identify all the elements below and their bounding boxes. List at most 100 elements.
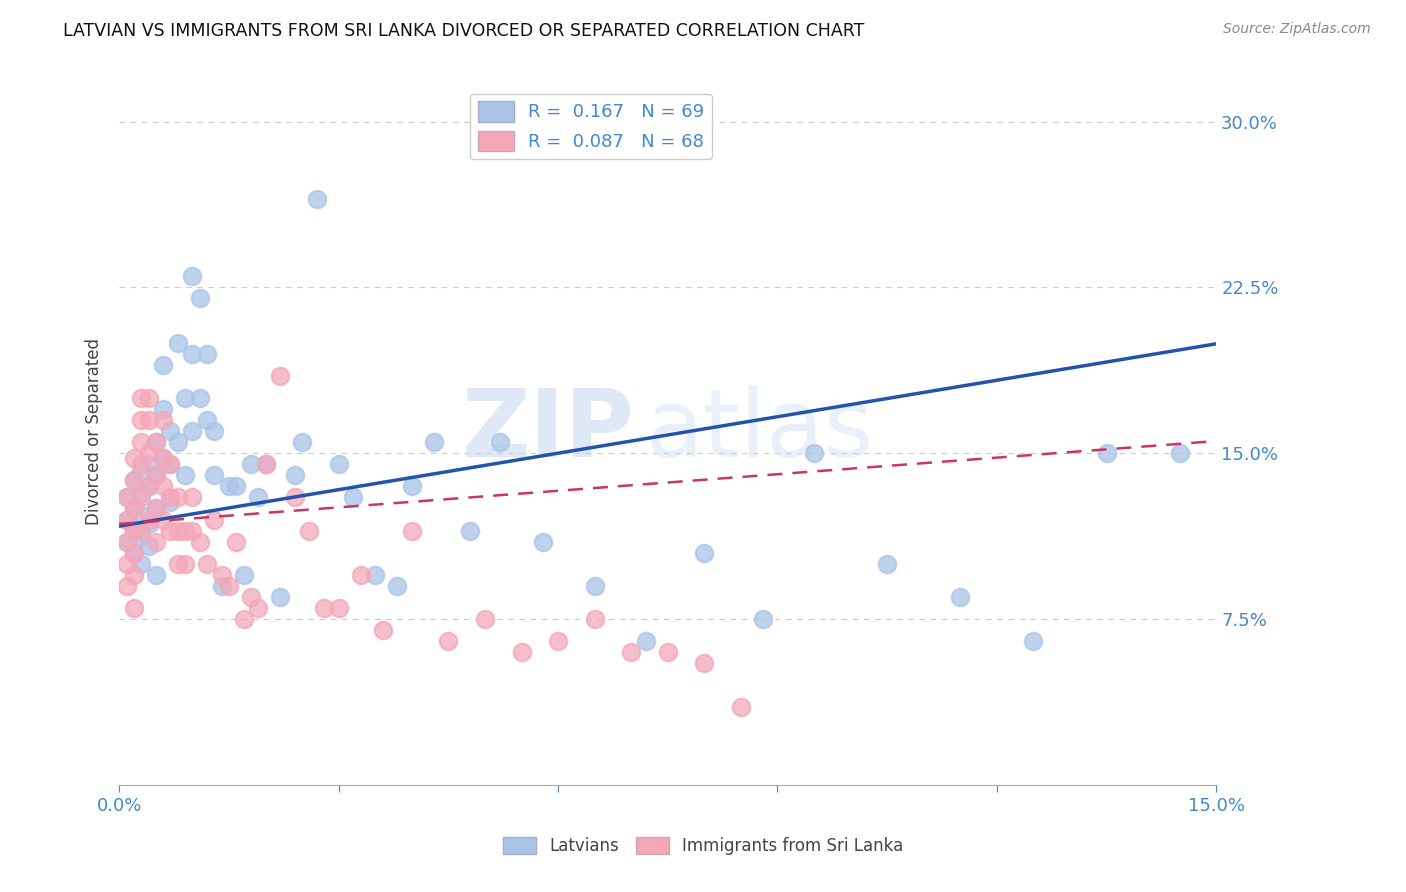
Point	[122, 473, 145, 487]
Point	[752, 612, 775, 626]
Point	[115, 491, 138, 505]
Point	[115, 534, 138, 549]
Point	[129, 413, 152, 427]
Point	[181, 524, 204, 538]
Point	[159, 457, 181, 471]
Point	[122, 601, 145, 615]
Point	[328, 457, 350, 471]
Point	[583, 579, 606, 593]
Point	[145, 435, 167, 450]
Point	[460, 524, 482, 538]
Point	[730, 700, 752, 714]
Point	[510, 645, 533, 659]
Point	[284, 468, 307, 483]
Point	[181, 347, 204, 361]
Point	[115, 491, 138, 505]
Point	[195, 347, 218, 361]
Point	[195, 413, 218, 427]
Point	[254, 457, 277, 471]
Point	[138, 391, 160, 405]
Point	[129, 530, 152, 544]
Point	[188, 534, 211, 549]
Y-axis label: Divorced or Separated: Divorced or Separated	[86, 337, 103, 524]
Point	[342, 491, 364, 505]
Point	[152, 479, 174, 493]
Point	[239, 457, 262, 471]
Point	[138, 516, 160, 531]
Point	[122, 501, 145, 516]
Point	[159, 424, 181, 438]
Point	[693, 546, 716, 560]
Point	[218, 579, 240, 593]
Point	[312, 601, 335, 615]
Point	[232, 612, 254, 626]
Point	[122, 501, 145, 516]
Point	[152, 413, 174, 427]
Legend: Latvians, Immigrants from Sri Lanka: Latvians, Immigrants from Sri Lanka	[496, 830, 910, 862]
Point	[166, 335, 188, 350]
Point	[474, 612, 496, 626]
Point	[115, 534, 138, 549]
Point	[159, 491, 181, 505]
Point	[138, 457, 160, 471]
Point	[1168, 446, 1191, 460]
Point	[533, 534, 555, 549]
Point	[145, 468, 167, 483]
Point	[547, 634, 569, 648]
Point	[181, 269, 204, 284]
Point	[166, 435, 188, 450]
Point	[122, 450, 145, 465]
Point	[693, 656, 716, 670]
Point	[152, 450, 174, 465]
Point	[385, 579, 408, 593]
Point	[122, 473, 145, 487]
Point	[202, 424, 225, 438]
Point	[115, 512, 138, 526]
Text: LATVIAN VS IMMIGRANTS FROM SRI LANKA DIVORCED OR SEPARATED CORRELATION CHART: LATVIAN VS IMMIGRANTS FROM SRI LANKA DIV…	[63, 22, 865, 40]
Point	[634, 634, 657, 648]
Point	[371, 623, 394, 637]
Point	[188, 391, 211, 405]
Point	[1095, 446, 1118, 460]
Point	[115, 579, 138, 593]
Point	[145, 468, 167, 483]
Point	[620, 645, 643, 659]
Point	[152, 358, 174, 372]
Point	[876, 557, 898, 571]
Point	[202, 512, 225, 526]
Point	[269, 368, 291, 383]
Point	[949, 590, 972, 604]
Point	[422, 435, 444, 450]
Point	[437, 634, 460, 648]
Point	[181, 491, 204, 505]
Point	[401, 479, 423, 493]
Point	[115, 512, 138, 526]
Point	[152, 512, 174, 526]
Point	[305, 192, 328, 206]
Point	[232, 567, 254, 582]
Point	[129, 524, 152, 538]
Point	[122, 524, 145, 538]
Text: ZIP: ZIP	[463, 385, 636, 477]
Point	[364, 567, 387, 582]
Text: Source: ZipAtlas.com: Source: ZipAtlas.com	[1223, 22, 1371, 37]
Point	[218, 479, 240, 493]
Point	[129, 464, 152, 478]
Point	[195, 557, 218, 571]
Point	[1022, 634, 1045, 648]
Point	[225, 534, 247, 549]
Text: atlas: atlas	[645, 385, 875, 477]
Point	[328, 601, 350, 615]
Point	[401, 524, 423, 538]
Point	[181, 424, 204, 438]
Point	[129, 491, 152, 505]
Point	[298, 524, 321, 538]
Point	[202, 468, 225, 483]
Point	[138, 539, 160, 553]
Point	[138, 446, 160, 460]
Point	[152, 402, 174, 417]
Point	[138, 413, 160, 427]
Point	[129, 557, 152, 571]
Point	[166, 557, 188, 571]
Point	[145, 534, 167, 549]
